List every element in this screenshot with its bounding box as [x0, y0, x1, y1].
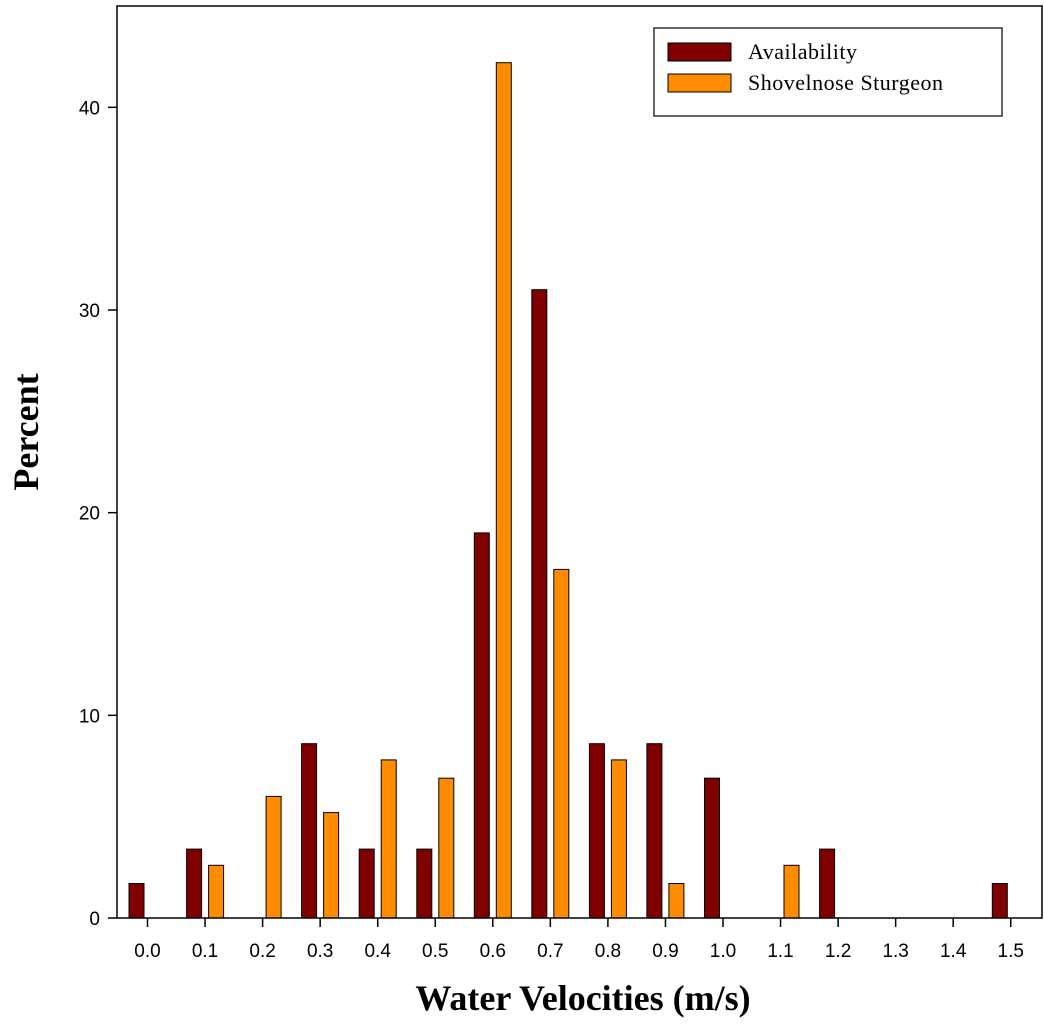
bar-availability-1.2 [819, 848, 836, 919]
x-tick-label: 0.1 [192, 941, 218, 962]
x-tick-label: 0.8 [595, 941, 621, 962]
y-tick-label: 40 [79, 98, 100, 119]
x-tick-label: 0.0 [134, 941, 160, 962]
bar-availability-0.7 [531, 289, 548, 919]
x-axis: 0.0 0.1 0.2 0.3 0.4 0.5 0.6 0.7 0.8 0.9 1.0 1.1 1.2 1… [134, 918, 1024, 962]
bar-availability-0.9 [646, 743, 663, 919]
bar-shovelnose-sturgeon-0.6 [495, 62, 512, 919]
x-tick-label: 0.3 [307, 941, 333, 962]
bar-availability-0.4 [358, 848, 375, 919]
bar-shovelnose-sturgeon-0.7 [553, 568, 570, 919]
bar-availability-0.8 [588, 743, 605, 919]
x-tick-label: 1.1 [767, 941, 793, 962]
legend-label: Shovelnose Sturgeon [748, 70, 943, 95]
x-tick-label: 1.2 [825, 941, 851, 962]
x-tick-label: 1.5 [998, 941, 1024, 962]
bar-availability-0.1 [186, 848, 203, 919]
bar-availability-0.5 [416, 848, 433, 919]
bar-shovelnose-sturgeon-0.5 [438, 777, 455, 919]
y-tick-label: 20 [79, 504, 100, 525]
legend-label: Availability [748, 39, 857, 64]
bar-availability-0.3 [301, 743, 318, 919]
legend: Availability Shovelnose Sturgeon [653, 27, 1003, 117]
x-tick-label: 0.7 [537, 941, 563, 962]
y-tick-label: 10 [79, 706, 100, 727]
plot-frame [116, 5, 1043, 919]
x-tick-label: 0.4 [364, 941, 391, 962]
x-tick-label: 0.9 [652, 941, 678, 962]
legend-swatch [667, 73, 732, 93]
bar-shovelnose-sturgeon-0.2 [265, 795, 282, 919]
y-axis: 0 10 20 30 40 [79, 98, 117, 930]
x-tick-label: 0.2 [249, 941, 275, 962]
x-tick-label: 0.5 [422, 941, 448, 962]
y-tick-label: 30 [79, 301, 100, 322]
bar-shovelnose-sturgeon-0.8 [610, 759, 627, 919]
bar-shovelnose-sturgeon-0.9 [668, 883, 685, 919]
x-tick-label: 1.4 [940, 941, 967, 962]
bar-shovelnose-sturgeon-1.1 [783, 864, 800, 919]
bar-availability-1.5 [991, 883, 1008, 919]
bar-shovelnose-sturgeon-0.1 [208, 864, 225, 919]
bar-availability-1.0 [704, 777, 720, 919]
y-tick-label: 0 [89, 909, 100, 930]
x-tick-label: 1.0 [710, 941, 736, 962]
x-tick-label: 1.3 [882, 941, 908, 962]
bar-shovelnose-sturgeon-0.4 [380, 759, 397, 919]
y-axis-title: Percent [6, 373, 46, 490]
bar-shovelnose-sturgeon-0.3 [323, 812, 340, 919]
legend-swatch [667, 42, 732, 62]
bars-layer [128, 62, 1008, 919]
bar-availability-0.0 [128, 883, 145, 919]
bar-availability-0.6 [473, 532, 490, 919]
x-axis-title: Water Velocities (m/s) [415, 978, 750, 1018]
x-tick-label: 0.6 [480, 941, 506, 962]
